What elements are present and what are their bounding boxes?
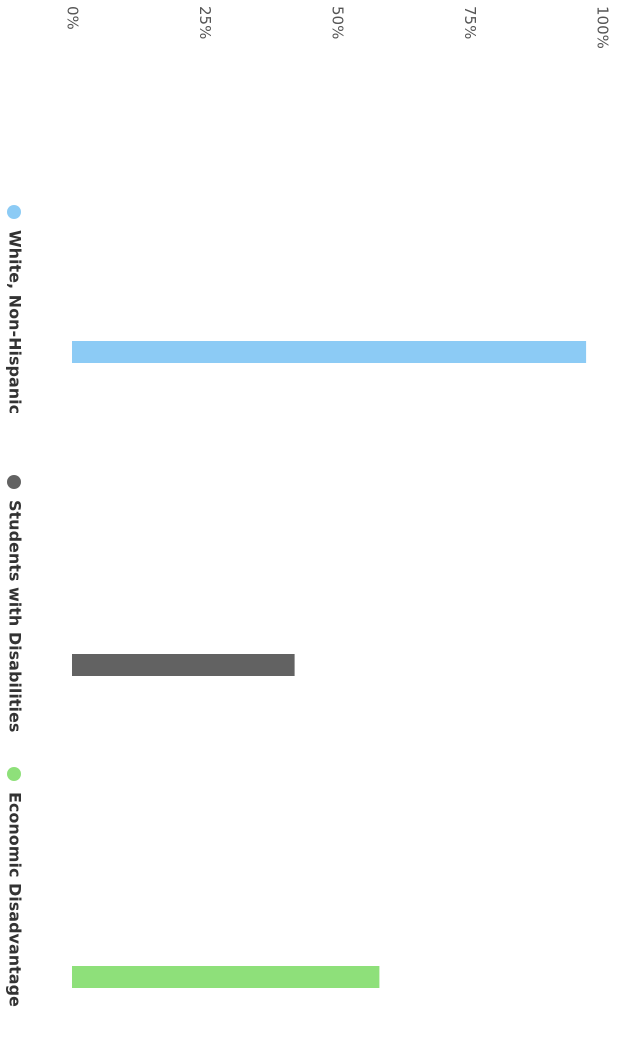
legend-label: Students with Disabilities [6, 500, 25, 732]
bar [72, 654, 295, 676]
bar [72, 341, 587, 363]
legend-marker [7, 767, 21, 781]
x-tick-label: 75% [461, 6, 479, 39]
legend-marker [7, 205, 21, 219]
bar [72, 966, 380, 988]
legend-marker [7, 475, 21, 489]
legend-label: Economic Disadvantage [6, 792, 25, 1007]
x-tick-label: 50% [329, 6, 347, 39]
legend-label: White, Non-Hispanic [6, 230, 25, 414]
x-tick-label: 100% [594, 6, 612, 49]
x-tick-label: 0% [64, 6, 82, 30]
x-tick-label: 25% [196, 6, 214, 39]
